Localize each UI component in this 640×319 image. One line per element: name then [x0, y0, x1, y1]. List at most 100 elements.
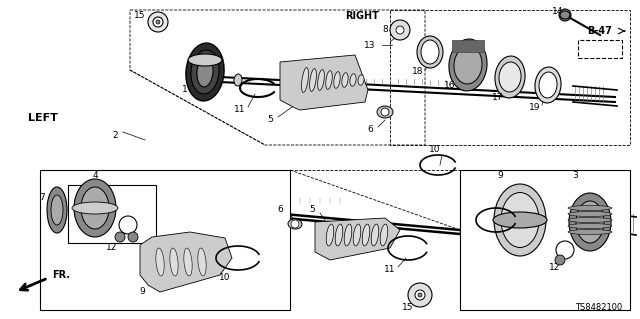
Circle shape [381, 108, 389, 116]
Text: RIGHT: RIGHT [345, 11, 379, 21]
Ellipse shape [499, 62, 521, 92]
Circle shape [156, 20, 160, 24]
Ellipse shape [539, 72, 557, 98]
Text: 12: 12 [549, 263, 561, 272]
Ellipse shape [344, 224, 352, 246]
Ellipse shape [197, 57, 213, 87]
Ellipse shape [569, 193, 611, 251]
Text: 4: 4 [92, 170, 98, 180]
Ellipse shape [377, 106, 393, 118]
Ellipse shape [568, 229, 612, 234]
Bar [68, 185, 156, 243]
Circle shape [396, 26, 404, 34]
Ellipse shape [371, 224, 379, 246]
Ellipse shape [326, 70, 332, 89]
Ellipse shape [417, 36, 443, 68]
Ellipse shape [310, 69, 316, 92]
Circle shape [115, 232, 125, 242]
Text: TS8482100: TS8482100 [575, 303, 622, 313]
Ellipse shape [317, 70, 324, 90]
Text: FR.: FR. [52, 270, 70, 280]
Ellipse shape [576, 201, 604, 243]
Circle shape [559, 9, 571, 21]
Ellipse shape [326, 224, 334, 246]
Circle shape [291, 220, 299, 228]
Polygon shape [140, 232, 232, 292]
Ellipse shape [568, 224, 612, 228]
Ellipse shape [234, 74, 242, 86]
Text: 6: 6 [367, 125, 373, 135]
Text: 1: 1 [182, 85, 188, 94]
Text: 11: 11 [234, 106, 246, 115]
Ellipse shape [342, 73, 348, 87]
Text: 11: 11 [384, 265, 396, 275]
Text: 17: 17 [492, 93, 504, 102]
Ellipse shape [380, 224, 388, 246]
Ellipse shape [535, 67, 561, 103]
Text: LEFT: LEFT [28, 113, 58, 123]
Ellipse shape [493, 212, 547, 228]
Ellipse shape [568, 205, 612, 211]
Circle shape [128, 232, 138, 242]
Text: 7: 7 [39, 194, 45, 203]
Ellipse shape [362, 224, 370, 246]
Text: 10: 10 [220, 273, 231, 283]
Ellipse shape [288, 219, 302, 229]
Ellipse shape [449, 39, 487, 91]
Circle shape [415, 290, 425, 300]
Text: 13: 13 [364, 41, 375, 49]
Ellipse shape [350, 74, 356, 86]
Ellipse shape [184, 248, 192, 276]
Bar [452, 40, 484, 52]
Ellipse shape [334, 72, 340, 88]
Text: 2: 2 [112, 130, 118, 139]
Polygon shape [315, 218, 400, 260]
Text: 6: 6 [277, 205, 283, 214]
Circle shape [390, 20, 410, 40]
Text: 14: 14 [552, 8, 564, 17]
Ellipse shape [568, 211, 612, 217]
Ellipse shape [501, 192, 539, 248]
Bar [460, 170, 630, 310]
Circle shape [408, 283, 432, 307]
Ellipse shape [47, 187, 67, 233]
Polygon shape [280, 55, 368, 110]
Text: 9: 9 [139, 287, 145, 296]
Text: 15: 15 [134, 11, 146, 19]
Ellipse shape [358, 75, 364, 85]
Text: 15: 15 [403, 303, 413, 313]
Text: 16: 16 [444, 80, 456, 90]
Bar [578, 40, 622, 58]
Ellipse shape [353, 224, 361, 246]
Text: 19: 19 [529, 103, 541, 113]
Circle shape [555, 255, 565, 265]
Circle shape [556, 241, 574, 259]
Ellipse shape [51, 195, 63, 225]
Ellipse shape [421, 40, 439, 64]
Bar [40, 170, 290, 310]
Ellipse shape [186, 43, 224, 101]
Ellipse shape [156, 248, 164, 276]
Ellipse shape [335, 224, 343, 246]
Text: 5: 5 [267, 115, 273, 124]
Text: 3: 3 [572, 170, 578, 180]
Text: 8: 8 [382, 26, 388, 34]
Ellipse shape [170, 248, 178, 276]
Text: B-47: B-47 [588, 26, 612, 36]
Text: 10: 10 [429, 145, 441, 154]
Ellipse shape [198, 248, 206, 276]
Ellipse shape [191, 50, 219, 94]
Ellipse shape [560, 11, 570, 19]
Ellipse shape [495, 56, 525, 98]
Ellipse shape [188, 54, 222, 66]
Text: 9: 9 [497, 170, 503, 180]
Ellipse shape [494, 184, 546, 256]
Circle shape [418, 293, 422, 297]
Text: 18: 18 [412, 68, 424, 77]
Ellipse shape [301, 68, 308, 93]
Ellipse shape [81, 187, 109, 229]
Ellipse shape [74, 179, 116, 237]
Ellipse shape [454, 46, 482, 84]
Text: 12: 12 [106, 243, 118, 253]
Ellipse shape [72, 202, 118, 214]
